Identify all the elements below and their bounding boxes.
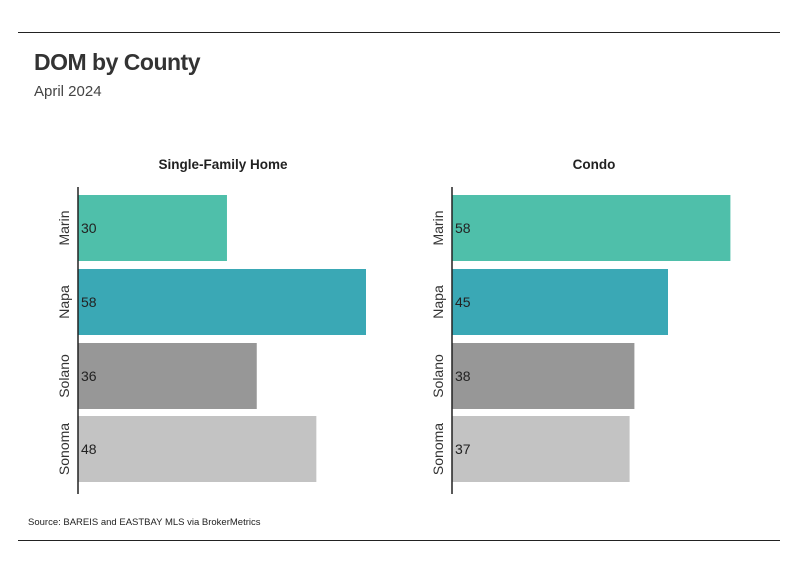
condo-napa-bar: [452, 269, 668, 335]
condo-napa-value-label: 45: [455, 294, 471, 310]
chart-subtitle: April 2024: [34, 83, 102, 100]
condo-solano-category-label: Solano: [430, 354, 446, 398]
sfh-marin-value-label: 30: [81, 220, 97, 236]
sfh-napa-bar: [78, 269, 366, 335]
chart-title: DOM by County: [34, 49, 201, 75]
sfh-napa-category-label: Napa: [56, 285, 72, 319]
sfh-sonoma-value-label: 48: [81, 441, 97, 457]
top-rule: [18, 32, 780, 33]
condo-marin-bar: [452, 195, 731, 261]
sfh-napa-value-label: 58: [81, 294, 97, 310]
sfh-marin-category-label: Marin: [56, 210, 72, 245]
condo-marin-value-label: 58: [455, 220, 471, 236]
condo-napa-category-label: Napa: [430, 285, 446, 319]
source-note: Source: BAREIS and EASTBAY MLS via Broke…: [28, 517, 261, 528]
condo-solano-value-label: 38: [455, 368, 471, 384]
sfh-solano-category-label: Solano: [56, 354, 72, 398]
sfh-solano-bar: [78, 343, 257, 409]
condo-sonoma-bar: [452, 416, 630, 482]
condo-marin-category-label: Marin: [430, 210, 446, 245]
sfh-solano-value-label: 36: [81, 368, 97, 384]
bottom-rule: [18, 540, 780, 541]
condo-panel-title: Condo: [573, 157, 616, 172]
condo-sonoma-value-label: 37: [455, 441, 471, 457]
sfh-sonoma-bar: [78, 416, 317, 482]
sfh-panel-title: Single-Family Home: [158, 157, 288, 172]
condo-solano-bar: [452, 343, 635, 409]
condo-sonoma-category-label: Sonoma: [430, 423, 446, 475]
sfh-sonoma-category-label: Sonoma: [56, 423, 72, 475]
sfh-marin-bar: [78, 195, 227, 261]
